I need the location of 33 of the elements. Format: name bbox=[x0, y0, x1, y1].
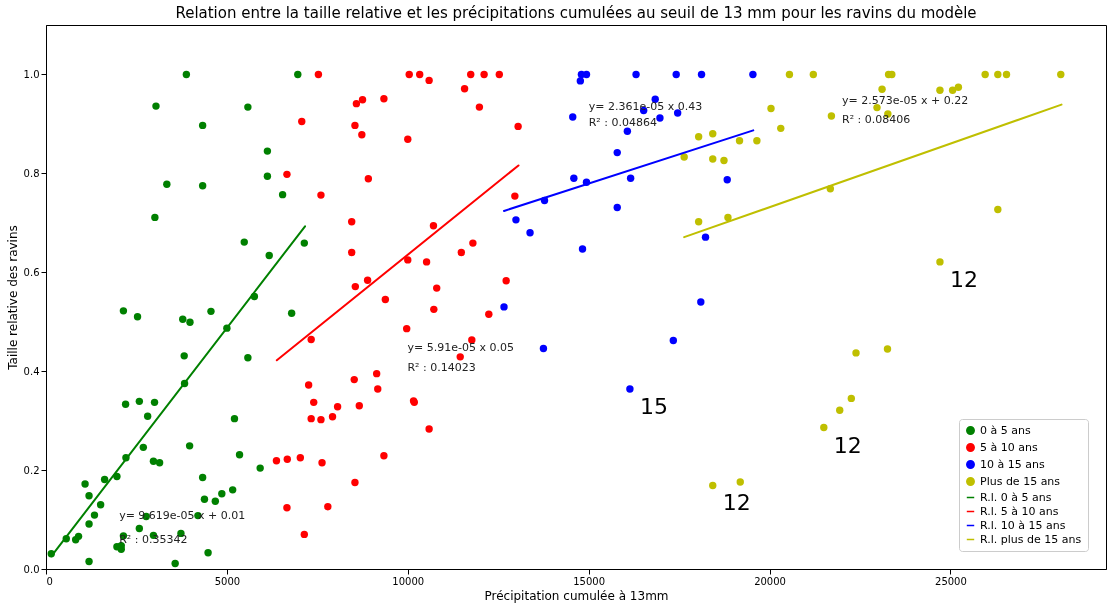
x-tick-label: 15000 bbox=[573, 575, 606, 587]
legend-label: R.l. 0 à 5 ans bbox=[980, 490, 1052, 504]
y-tick-label: 0.6 bbox=[23, 266, 40, 278]
x-tick-label: 10000 bbox=[392, 575, 425, 587]
annotation: R² : 0.04864 bbox=[588, 116, 657, 130]
y-axis-title: Taille relative des ravins bbox=[5, 225, 20, 371]
legend-label: 0 à 5 ans bbox=[980, 423, 1031, 437]
annotation: 12 bbox=[722, 490, 751, 516]
legend-label: Plus de 15 ans bbox=[980, 474, 1061, 488]
x-tick-label: 0 bbox=[46, 575, 53, 587]
legend-label: R.l. plus de 15 ans bbox=[980, 532, 1082, 546]
y-tick-label: 0.0 bbox=[23, 563, 40, 575]
annotation: 12 bbox=[949, 266, 978, 292]
y-tick-label: 0.2 bbox=[23, 464, 40, 476]
annotation: R² : 0.08406 bbox=[842, 113, 911, 127]
legend-label: 10 à 15 ans bbox=[980, 457, 1045, 471]
x-axis-title: Précipitation cumulée à 13mm bbox=[484, 588, 669, 603]
annotation: y= 2.573e-05 x + 0.22 bbox=[842, 93, 969, 107]
y-tick-label: 0.8 bbox=[23, 167, 40, 179]
annotation: y= 5.91e-05 x 0.05 bbox=[407, 341, 514, 355]
legend-label: R.l. 5 à 10 ans bbox=[980, 504, 1059, 518]
annotation: 12 bbox=[833, 432, 862, 458]
legend-label: 5 à 10 ans bbox=[980, 440, 1038, 454]
annotation: R² : 0.14023 bbox=[407, 360, 476, 374]
chart-title: Relation entre la taille relative et les précipitations cumulées au seuil de 13 mm pour les ravins du modèle bbox=[175, 4, 977, 22]
legend-label: R.l. 10 à 15 ans bbox=[980, 518, 1066, 532]
y-tick-label: 1.0 bbox=[23, 68, 40, 80]
y-tick-label: 0.4 bbox=[23, 365, 40, 377]
x-tick-label: 20000 bbox=[754, 575, 786, 587]
annotation: y= 2.361e-05 x 0.43 bbox=[588, 99, 703, 113]
x-tick-label: 5000 bbox=[214, 575, 241, 587]
annotation: 15 bbox=[639, 393, 668, 419]
x-tick-label: 25000 bbox=[935, 575, 967, 587]
